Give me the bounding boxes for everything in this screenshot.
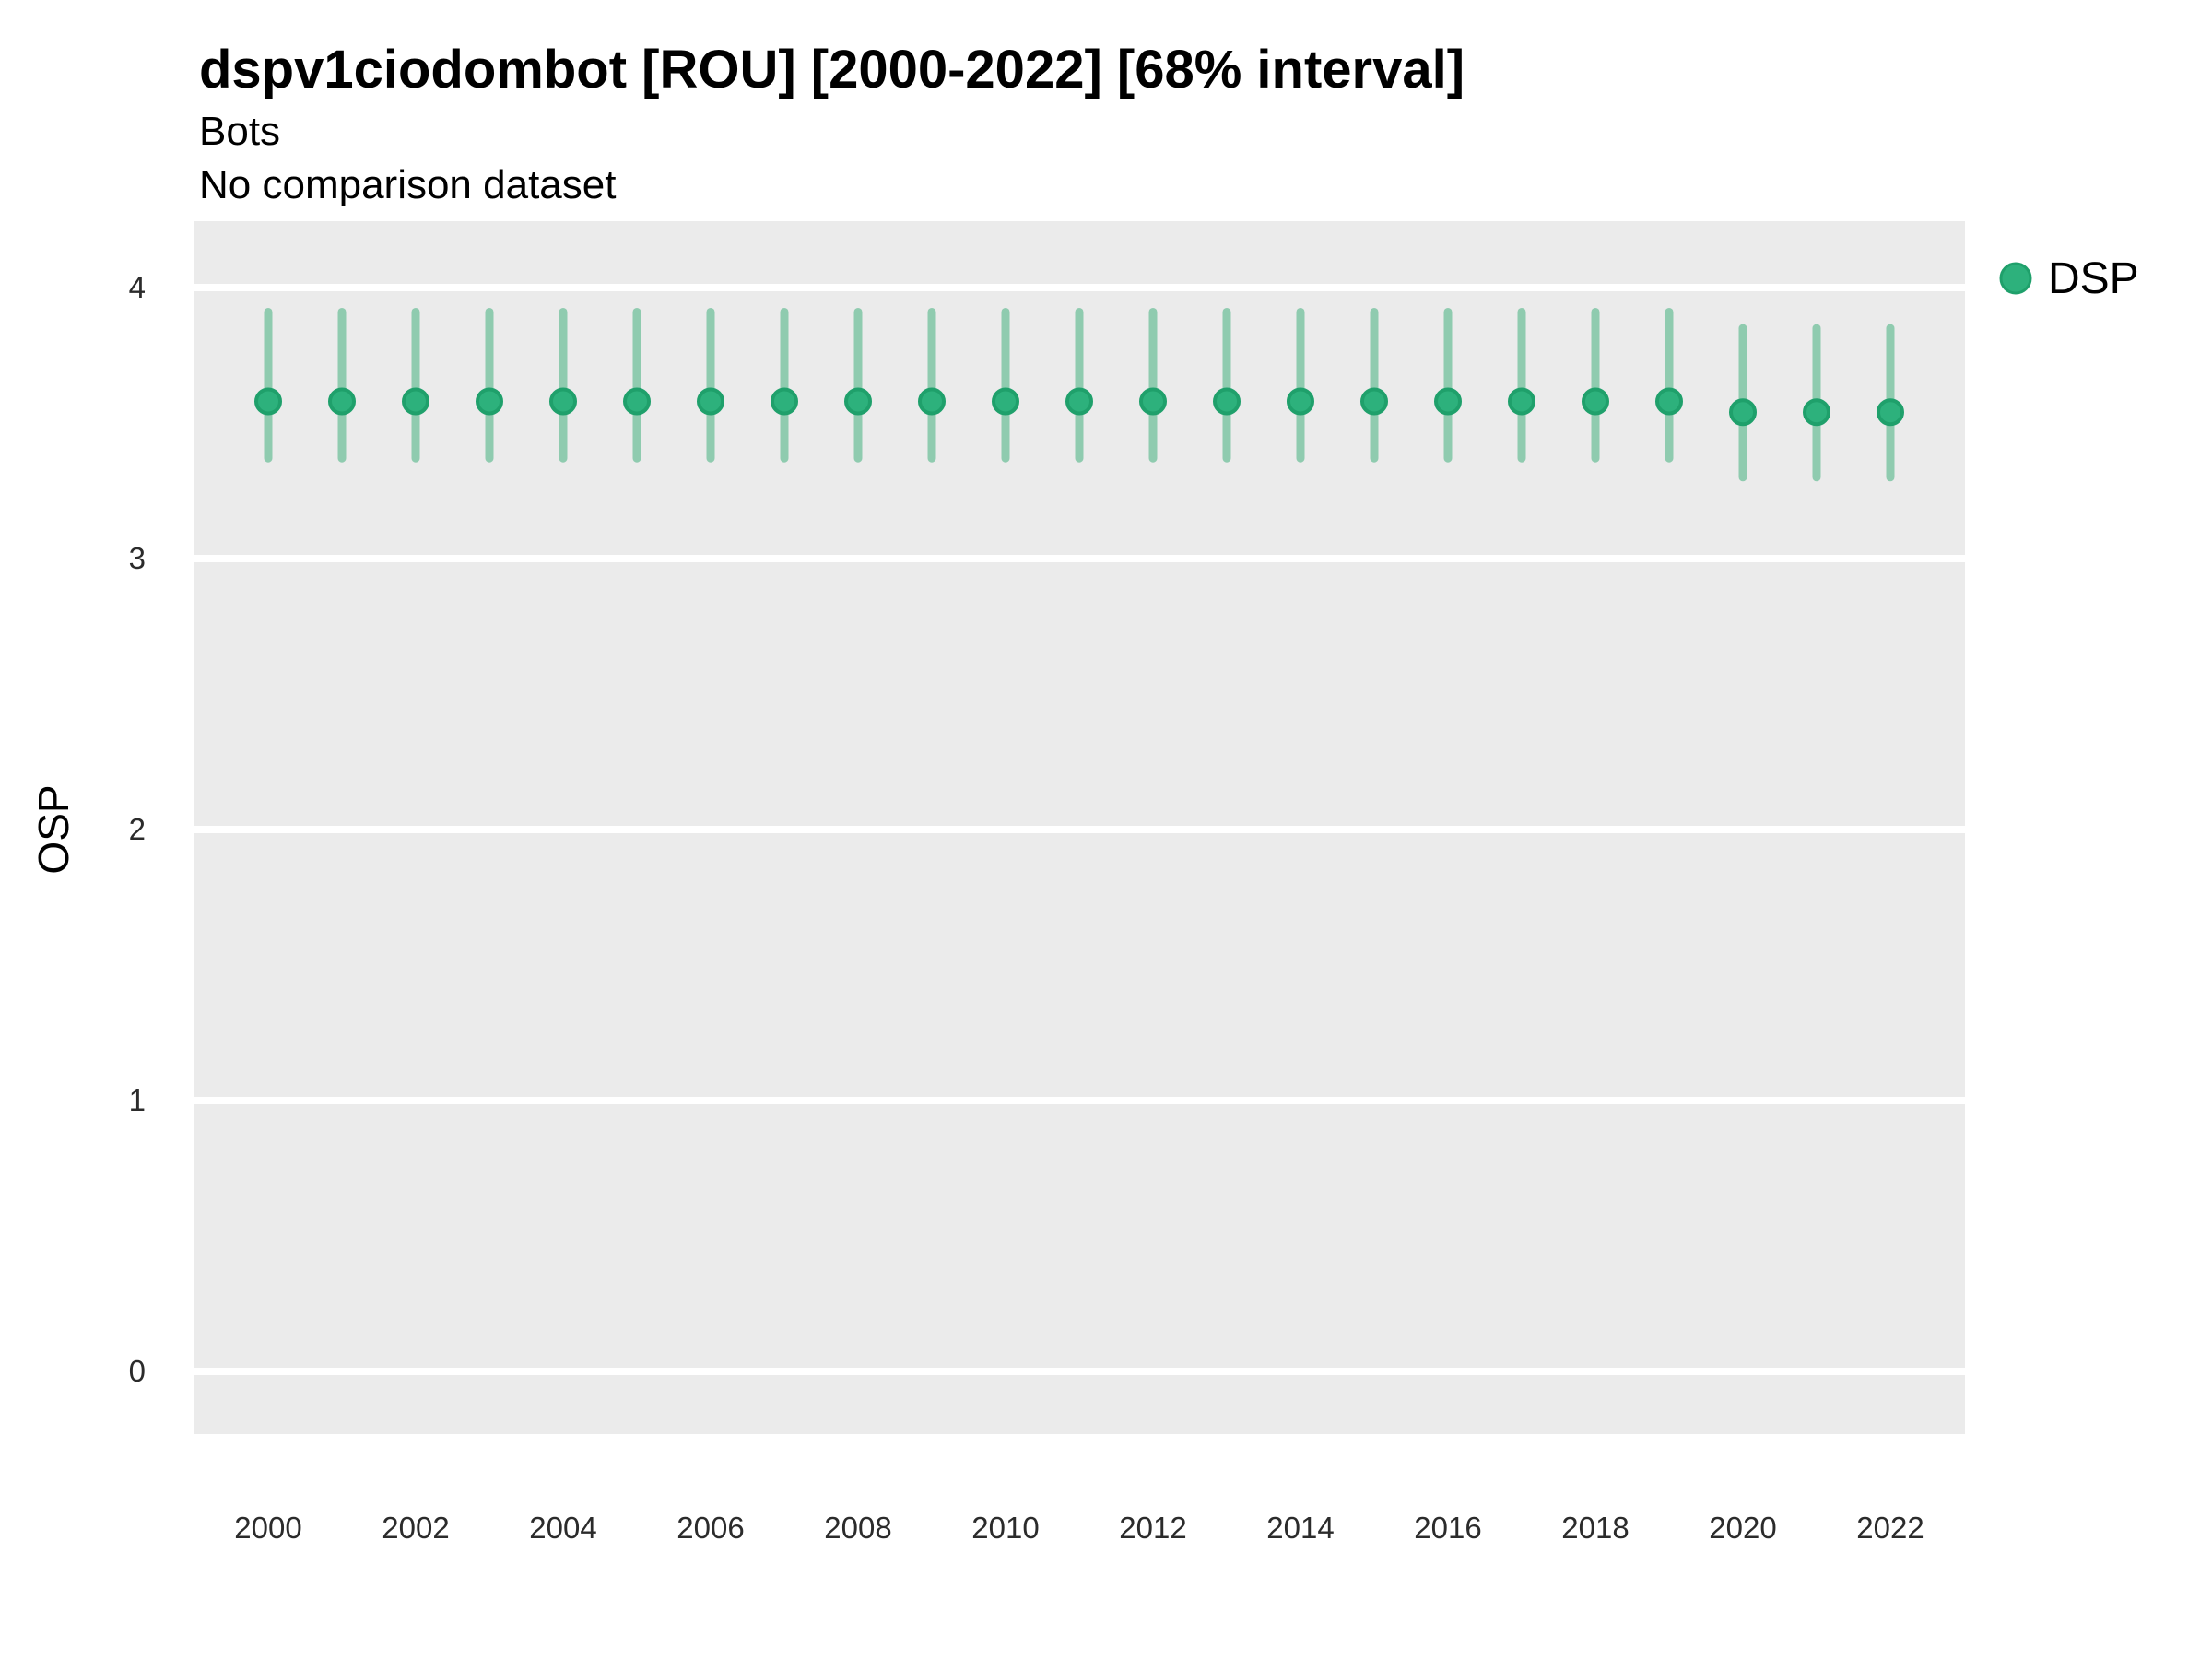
gridline [194, 284, 1965, 291]
chart-subtitle-comparison: No comparison dataset [199, 162, 617, 207]
data-point [844, 387, 872, 416]
data-point [1655, 387, 1683, 416]
legend-label: DSP [2048, 253, 2139, 303]
x-tick-label: 2012 [1119, 1511, 1187, 1545]
gridline [194, 826, 1965, 833]
y-tick-label: 4 [128, 270, 146, 304]
y-tick-label: 2 [128, 812, 146, 846]
data-point [328, 387, 356, 416]
data-point [402, 387, 429, 416]
x-tick-label: 2002 [382, 1511, 450, 1545]
data-point [1139, 387, 1167, 416]
data-point [1287, 387, 1314, 416]
x-tick-label: 2008 [824, 1511, 892, 1545]
x-tick-label: 2014 [1266, 1511, 1335, 1545]
data-point [1065, 387, 1093, 416]
gridline [194, 1368, 1965, 1375]
data-point [1582, 387, 1609, 416]
x-tick-label: 2000 [234, 1511, 302, 1545]
legend: DSP [1998, 253, 2139, 303]
x-tick-label: 2006 [677, 1511, 745, 1545]
x-tick-label: 2018 [1561, 1511, 1630, 1545]
data-point [1508, 387, 1535, 416]
data-point [1360, 387, 1388, 416]
legend-circle-icon [1999, 262, 2032, 295]
data-point [918, 387, 946, 416]
x-tick-label: 2022 [1856, 1511, 1924, 1545]
chart-subtitle: Bots [199, 109, 281, 154]
gridline [194, 555, 1965, 562]
data-point [1803, 398, 1830, 427]
data-point [771, 387, 798, 416]
data-point [623, 387, 651, 416]
x-tick-label: 2020 [1709, 1511, 1777, 1545]
data-point [1877, 398, 1904, 427]
y-tick-label: 3 [128, 541, 146, 575]
data-point [254, 387, 282, 416]
data-point [697, 387, 724, 416]
data-point [476, 387, 503, 416]
x-tick-label: 2016 [1414, 1511, 1482, 1545]
data-point [1434, 387, 1462, 416]
chart-title: dspv1ciodombot [ROU] [2000-2022] [68% in… [199, 40, 1465, 100]
gridline [194, 1097, 1965, 1104]
data-point [549, 387, 577, 416]
y-tick-label: 1 [128, 1083, 146, 1117]
data-point [1213, 387, 1241, 416]
x-tick-label: 2010 [971, 1511, 1040, 1545]
data-point [992, 387, 1019, 416]
data-point [1729, 398, 1757, 427]
y-tick-label: 0 [128, 1354, 146, 1388]
x-tick-label: 2004 [529, 1511, 597, 1545]
